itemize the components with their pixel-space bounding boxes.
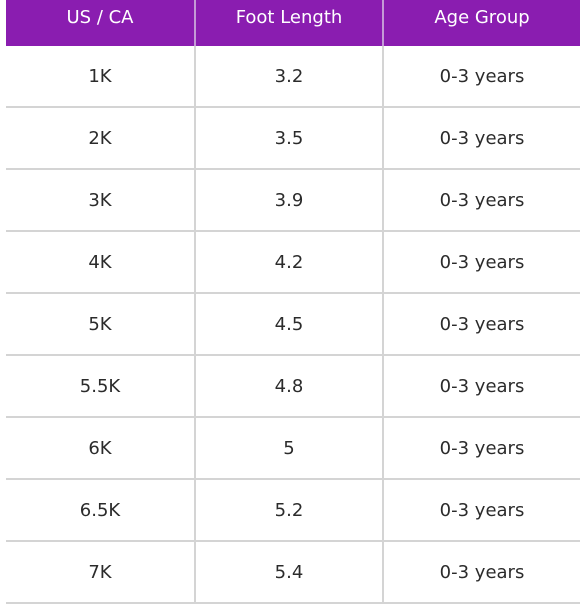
cell-age-group: 0-3 years <box>383 231 580 294</box>
cell-us-ca: 7K <box>6 541 196 604</box>
table-body: 1K 3.2 0-3 years 2K 3.5 0-3 years 3K 3.9… <box>6 46 580 604</box>
cell-foot-length: 4.5 <box>195 293 384 356</box>
cell-age-group: 0-3 years <box>383 293 580 356</box>
cell-us-ca: 5K <box>6 293 196 356</box>
cell-age-group: 0-3 years <box>383 417 580 480</box>
table-row: 7K 5.4 0-3 years <box>6 541 580 604</box>
cell-us-ca: 5.5K <box>6 355 196 418</box>
cell-foot-length: 4.8 <box>195 355 384 418</box>
column-header-us-ca: US / CA <box>6 0 196 46</box>
cell-us-ca: 1K <box>6 46 196 108</box>
cell-us-ca: 4K <box>6 231 196 294</box>
cell-foot-length: 4.2 <box>195 231 384 294</box>
cell-age-group: 0-3 years <box>383 107 580 170</box>
cell-age-group: 0-3 years <box>383 355 580 418</box>
cell-age-group: 0-3 years <box>383 46 580 108</box>
table-row: 5K 4.5 0-3 years <box>6 293 580 356</box>
table-row: 2K 3.5 0-3 years <box>6 107 580 170</box>
header-row: US / CA Foot Length Age Group <box>6 0 580 46</box>
table-row: 3K 3.9 0-3 years <box>6 169 580 232</box>
cell-age-group: 0-3 years <box>383 541 580 604</box>
cell-foot-length: 3.9 <box>195 169 384 232</box>
size-chart-table: US / CA Foot Length Age Group 1K 3.2 0-3… <box>6 0 580 604</box>
cell-age-group: 0-3 years <box>383 479 580 542</box>
column-header-age-group: Age Group <box>383 0 580 46</box>
cell-foot-length: 5.4 <box>195 541 384 604</box>
table-row: 6K 5 0-3 years <box>6 417 580 480</box>
table-row: 5.5K 4.8 0-3 years <box>6 355 580 418</box>
table-row: 6.5K 5.2 0-3 years <box>6 479 580 542</box>
cell-foot-length: 3.5 <box>195 107 384 170</box>
cell-us-ca: 6K <box>6 417 196 480</box>
cell-age-group: 0-3 years <box>383 169 580 232</box>
cell-us-ca: 6.5K <box>6 479 196 542</box>
cell-foot-length: 5.2 <box>195 479 384 542</box>
column-header-foot-length: Foot Length <box>195 0 384 46</box>
table-row: 4K 4.2 0-3 years <box>6 231 580 294</box>
table-row: 1K 3.2 0-3 years <box>6 46 580 108</box>
cell-us-ca: 3K <box>6 169 196 232</box>
cell-foot-length: 5 <box>195 417 384 480</box>
cell-us-ca: 2K <box>6 107 196 170</box>
cell-foot-length: 3.2 <box>195 46 384 108</box>
table-header: US / CA Foot Length Age Group <box>6 0 580 46</box>
